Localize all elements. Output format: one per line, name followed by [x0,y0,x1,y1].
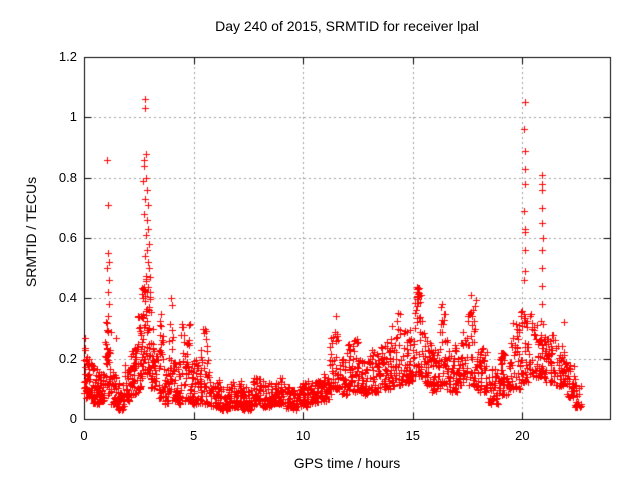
x-tick-label: 20 [515,428,530,443]
x-tick-label: 0 [80,428,88,443]
chart-title: Day 240 of 2015, SRMTID for receiver lpa… [215,18,479,34]
x-axis-title: GPS time / hours [293,455,401,471]
y-tick-label: 0 [69,411,77,426]
y-tick-label: 1 [69,109,77,125]
x-tick-label: 10 [295,428,311,443]
x-tick-label: 5 [189,428,198,443]
x-tick-label: 15 [405,428,420,443]
y-tick-label: 1.2 [58,49,77,64]
y-tick-label: 0.4 [58,290,77,306]
y-tick-label: 0.8 [58,169,77,185]
y-tick-label: 0.2 [58,350,77,366]
y-tick-label: 0.6 [58,230,77,245]
